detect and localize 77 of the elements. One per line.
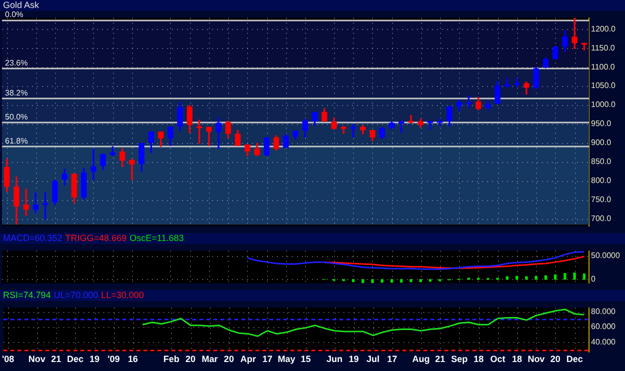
annotation: 38.2% bbox=[5, 88, 28, 98]
candlestick bbox=[572, 18, 578, 49]
x-tick-label: 16 bbox=[128, 354, 138, 364]
y-tick-label: 950.0 bbox=[591, 119, 612, 128]
y-tick-label: 700.0 bbox=[591, 214, 612, 223]
bar bbox=[390, 279, 394, 283]
bar bbox=[564, 273, 566, 280]
y-tick-label: 750.0 bbox=[591, 194, 612, 204]
bar bbox=[554, 274, 557, 280]
x-tick-label: Mar bbox=[202, 354, 218, 364]
y-tick-label: 1000.0 bbox=[591, 100, 616, 110]
x-tick-label: Nov bbox=[528, 354, 545, 364]
bar bbox=[380, 279, 384, 283]
y-tick-label: 60.000 bbox=[591, 322, 616, 332]
bar bbox=[371, 279, 374, 284]
x-tick-label: Feb bbox=[163, 354, 180, 364]
x-tick-label: 19 bbox=[348, 354, 359, 364]
bar bbox=[506, 276, 509, 280]
x-tick-label: 21 bbox=[435, 354, 446, 364]
x-tick-label: Jul bbox=[366, 354, 380, 364]
text: RSI=74.794 bbox=[3, 290, 51, 300]
y-tick-label: 1150.0 bbox=[591, 43, 616, 52]
bar bbox=[544, 275, 548, 280]
x-tick-label: Sep bbox=[451, 354, 468, 364]
y-tick-label: 800.0 bbox=[591, 176, 612, 185]
y-tick-label: 1200.0 bbox=[591, 24, 616, 34]
annotation: 50.0% bbox=[5, 112, 28, 122]
bar bbox=[534, 276, 538, 280]
annotation: 23.6% bbox=[5, 58, 28, 68]
annotation: 61.8% bbox=[5, 136, 28, 146]
x-tick-label: 20 bbox=[550, 354, 560, 364]
text: TRIGG=48.669 bbox=[65, 233, 127, 243]
x-tick-label: 18 bbox=[512, 354, 522, 364]
x-tick-label: Apr bbox=[240, 354, 256, 364]
x-tick-label: 17 bbox=[387, 354, 398, 364]
annotation: 0.0% bbox=[5, 10, 24, 20]
ref-line-label: UL=70.000 bbox=[54, 290, 98, 300]
bar bbox=[419, 279, 422, 282]
bar bbox=[516, 276, 518, 280]
x-tick-label: Nov bbox=[28, 354, 46, 364]
candlestick bbox=[23, 188, 29, 216]
x-tick-label: 20 bbox=[224, 354, 234, 364]
bar bbox=[362, 279, 364, 284]
x-tick-label: Dec bbox=[67, 354, 84, 364]
y-tick-label: 850.0 bbox=[591, 156, 612, 166]
bar bbox=[582, 273, 586, 280]
bar bbox=[400, 279, 403, 283]
chart-title: Gold Ask bbox=[3, 0, 40, 10]
y-tick-label: 0 bbox=[591, 274, 596, 284]
y-tick-label: 50.0000 bbox=[591, 251, 620, 260]
bar bbox=[573, 272, 576, 280]
x-tick-label: 20 bbox=[186, 354, 196, 364]
bar bbox=[410, 279, 412, 282]
x-tick-label: '09 bbox=[108, 354, 120, 364]
bar bbox=[525, 276, 528, 280]
y-tick-label: 1050.0 bbox=[591, 81, 616, 90]
y-tick-label: 1100.0 bbox=[591, 62, 616, 72]
x-tick-label: Dec bbox=[566, 354, 583, 364]
x-tick-label: '08 bbox=[2, 354, 14, 364]
candlestick bbox=[408, 115, 414, 124]
x-tick-label: Jun bbox=[326, 354, 343, 364]
ref-line-label: LL=30.000 bbox=[101, 290, 144, 300]
y-tick-label: 40.000 bbox=[591, 337, 616, 346]
x-tick-label: 21 bbox=[51, 354, 62, 364]
bar bbox=[352, 279, 355, 282]
x-tick-label: May bbox=[278, 354, 296, 364]
x-tick-label: 19 bbox=[90, 354, 100, 364]
text: MACD=60.352 bbox=[3, 233, 62, 243]
x-tick-label: Aug bbox=[412, 354, 430, 364]
y-tick-label: 900.0 bbox=[591, 138, 612, 148]
x-tick-label: 17 bbox=[262, 354, 272, 364]
y-tick-label: 80.000 bbox=[591, 306, 616, 316]
bar bbox=[428, 279, 432, 282]
x-tick-label: 15 bbox=[300, 354, 311, 364]
x-tick-label: Oct bbox=[490, 354, 506, 364]
x-tick-label: 18 bbox=[474, 354, 484, 364]
text: OscE=11.683 bbox=[130, 233, 184, 243]
